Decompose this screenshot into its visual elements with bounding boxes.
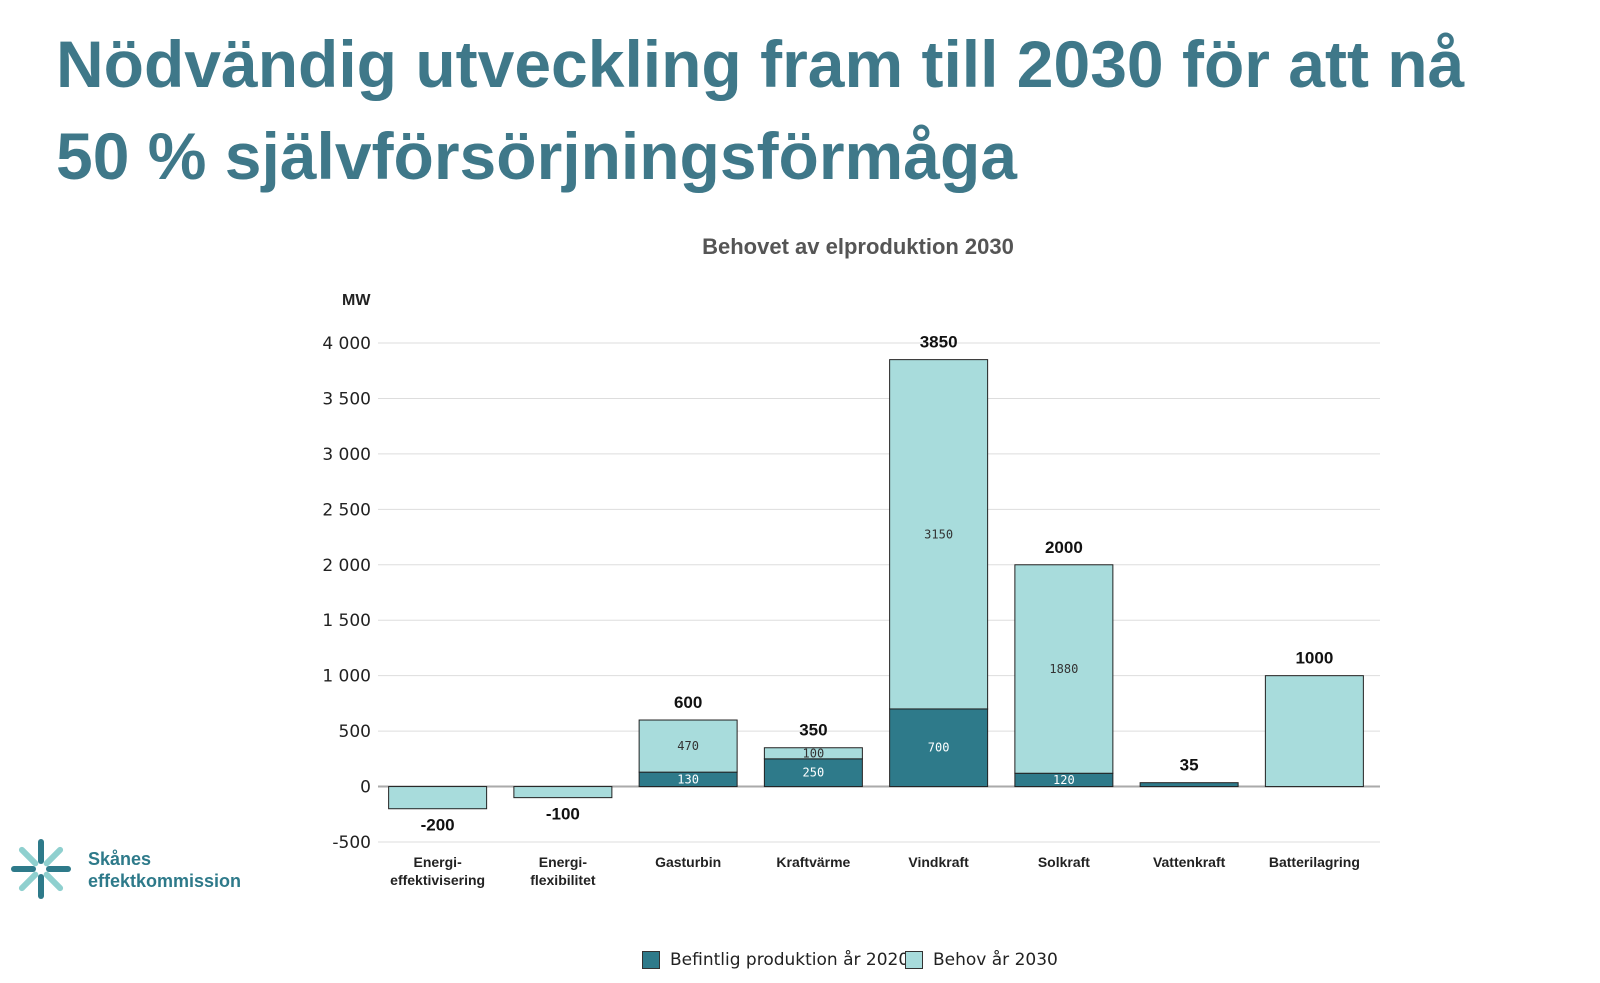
logo-text: Skånes effektkommission bbox=[88, 848, 241, 892]
x-category-label: Gasturbin bbox=[655, 854, 721, 870]
bar-segment-label: 130 bbox=[677, 772, 699, 786]
x-category-label: Kraftvärme bbox=[776, 854, 850, 870]
bar-existing bbox=[1139, 782, 1239, 788]
legend-item-need: Behov år 2030 bbox=[905, 950, 1058, 970]
y-tick-label: 1 000 bbox=[322, 667, 371, 687]
x-category-label: flexibilitet bbox=[530, 872, 596, 888]
x-category-label: Vattenkraft bbox=[1153, 854, 1226, 870]
bar-segment-label: 100 bbox=[803, 746, 825, 760]
slide-title-line-1: Nödvändig utveckling fram till 2030 för … bbox=[56, 27, 1465, 101]
y-tick-label: 0 bbox=[360, 778, 371, 798]
bar-segment-label: 700 bbox=[928, 741, 950, 755]
chart-legend: Befintlig produktion år 2020 Behov år 20… bbox=[0, 950, 1600, 974]
bar-total-label: 35 bbox=[1180, 756, 1199, 775]
bar-segment-label: 1880 bbox=[1049, 662, 1078, 676]
legend-label-existing: Befintlig produktion år 2020 bbox=[670, 950, 910, 970]
logo-line-2: effektkommission bbox=[88, 871, 242, 891]
bar-need bbox=[763, 747, 863, 760]
y-tick-label: 2 500 bbox=[322, 500, 371, 520]
asterisk-burst-icon bbox=[11, 839, 71, 899]
legend-swatch-need bbox=[905, 951, 923, 969]
bar-need bbox=[513, 786, 613, 799]
bar-need bbox=[1014, 564, 1114, 774]
y-tick-label: 3 000 bbox=[322, 445, 371, 465]
bar-total-label: -100 bbox=[546, 805, 580, 824]
legend-item-existing: Befintlig produktion år 2020 bbox=[642, 950, 909, 970]
bar-need bbox=[388, 786, 488, 810]
bar-total-label: 3850 bbox=[920, 333, 958, 352]
y-tick-label: 3 500 bbox=[322, 389, 371, 409]
x-category-label: Solkraft bbox=[1038, 854, 1090, 870]
x-category-label: Energi- bbox=[414, 854, 463, 870]
bar-existing bbox=[763, 758, 863, 788]
bar-need bbox=[1264, 675, 1364, 788]
x-category-label: effektivisering bbox=[390, 872, 485, 888]
bar-total-label: 600 bbox=[674, 693, 702, 712]
bar-segment-label: 470 bbox=[677, 739, 699, 753]
bar-total-label: 350 bbox=[799, 721, 827, 740]
bar-total-label: 2000 bbox=[1045, 538, 1083, 557]
bar-total-label: 1000 bbox=[1295, 649, 1333, 668]
y-tick-label: 2 000 bbox=[322, 556, 371, 576]
legend-swatch-existing bbox=[642, 951, 660, 969]
bar-total-label: -200 bbox=[421, 816, 455, 835]
logo: Skånes effektkommission bbox=[10, 838, 270, 902]
y-tick-label: 4 000 bbox=[322, 334, 371, 354]
y-tick-label: 500 bbox=[339, 722, 371, 742]
bar-existing bbox=[889, 708, 989, 788]
y-axis-unit: MW bbox=[342, 292, 371, 309]
y-tick-label: 1 500 bbox=[322, 611, 371, 631]
y-tick-label: -500 bbox=[332, 833, 371, 853]
slide-title: Nödvändig utveckling fram till 2030 för … bbox=[56, 18, 1576, 202]
x-category-label: Batterilagring bbox=[1269, 854, 1360, 870]
bar-need bbox=[889, 359, 989, 710]
chart-title: Behovet av elproduktion 2030 bbox=[702, 234, 1014, 259]
slide-title-line-2: 50 % självförsörjningsförmåga bbox=[56, 119, 1017, 193]
legend-label-need: Behov år 2030 bbox=[933, 950, 1058, 970]
bar-segment-label: 120 bbox=[1053, 773, 1075, 787]
x-category-label: Energi- bbox=[539, 854, 588, 870]
bar-segment-label: 250 bbox=[803, 766, 825, 780]
bar-need bbox=[638, 719, 738, 773]
logo-line-1: Skånes bbox=[88, 849, 152, 869]
x-category-label: Vindkraft bbox=[908, 854, 969, 870]
bar-segment-label: 3150 bbox=[924, 527, 953, 541]
